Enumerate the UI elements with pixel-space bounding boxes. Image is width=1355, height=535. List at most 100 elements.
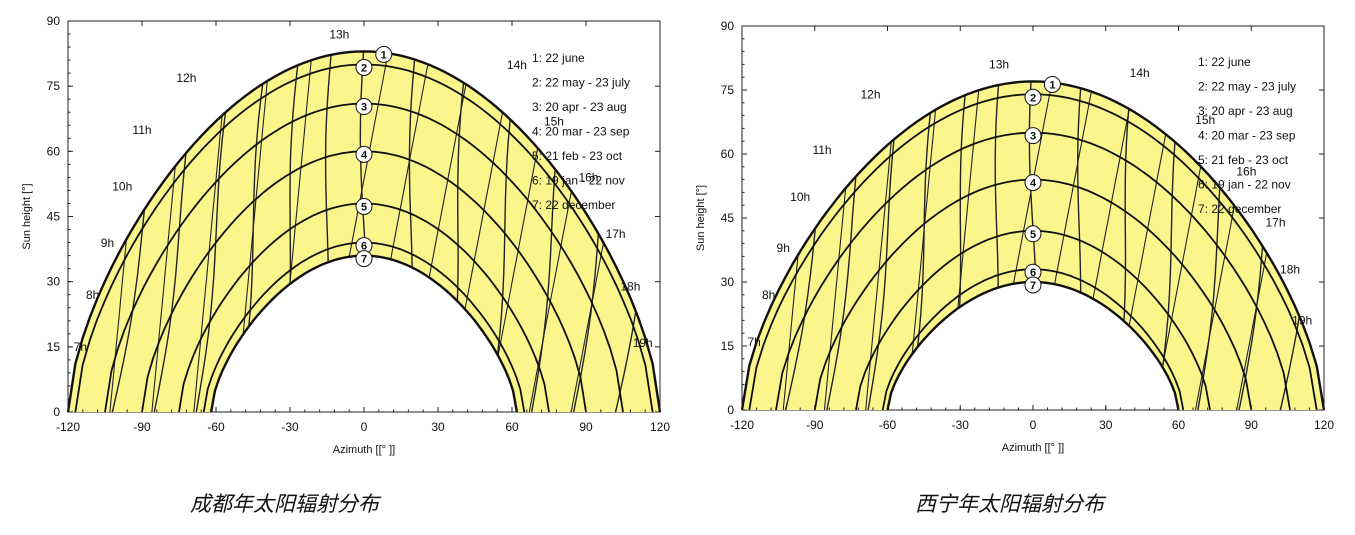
- series-marker-1: [1043, 75, 1061, 93]
- y-axis-title: Sun height [°]: [21, 183, 33, 249]
- hour-label: 15h: [544, 114, 564, 128]
- series-marker-5: [355, 197, 373, 215]
- series-marker-label: 2: [361, 62, 367, 74]
- caption-xining: 西宁年太阳辐射分布: [915, 492, 1104, 516]
- series-marker-label: 5: [361, 201, 367, 213]
- x-tick-label: 30: [1099, 418, 1113, 432]
- series-marker-4: [355, 145, 373, 163]
- series-marker-2: [1024, 88, 1042, 106]
- series-marker-label: 5: [1030, 229, 1036, 241]
- hour-label: 9h: [101, 236, 114, 250]
- legend-entry: 3: 20 apr - 23 aug: [532, 100, 627, 114]
- hour-label: 8h: [762, 288, 775, 302]
- x-tick-label: -90: [806, 418, 824, 432]
- x-axis-title: Azimuth [[° ]]: [333, 444, 395, 456]
- x-tick-label: 30: [431, 420, 445, 434]
- x-tick-label: 90: [1245, 418, 1259, 432]
- x-tick-label: 60: [505, 420, 519, 434]
- hour-label: 17h: [606, 227, 626, 241]
- x-tick-label: 120: [650, 420, 670, 434]
- hour-label: 9h: [777, 241, 790, 255]
- legend-entry: 7: 22 december: [1198, 202, 1281, 216]
- legend-entry: 1: 22 june: [1198, 55, 1251, 69]
- series-marker-label: 6: [1030, 267, 1036, 279]
- series-marker-7: [1024, 276, 1042, 294]
- series-marker-label: 1: [381, 49, 387, 61]
- x-tick-label: -60: [207, 420, 225, 434]
- legend-entry: 2: 22 may - 23 july: [532, 76, 630, 90]
- hour-label: 7h: [74, 340, 87, 354]
- series-marker-label: 4: [1030, 178, 1037, 190]
- legend-entry: 1: 22 june: [532, 51, 585, 65]
- legend-entry: 6: 19 jan - 22 nov: [1198, 178, 1291, 192]
- y-tick-label: 15: [47, 340, 61, 354]
- series-marker-4: [1024, 174, 1042, 192]
- legend-entry: 6: 19 jan - 22 nov: [532, 174, 625, 188]
- y-tick-label: 30: [47, 275, 61, 289]
- hour-label: 18h: [1280, 262, 1300, 276]
- series-line-1: [740, 80, 1326, 411]
- x-tick-label: 0: [361, 420, 368, 434]
- hour-label: 12h: [176, 71, 196, 85]
- legend-entry: 4: 20 mar - 23 sep: [532, 125, 630, 139]
- series-marker-1: [375, 45, 393, 63]
- series-line-1: [66, 50, 662, 413]
- caption-chengdu: 成都年太阳辐射分布: [190, 492, 379, 516]
- x-tick-label: 60: [1172, 418, 1186, 432]
- hour-label: 12h: [861, 88, 881, 102]
- x-tick-label: -30: [952, 418, 970, 432]
- series-marker-label: 3: [1030, 131, 1036, 143]
- legend-entry: 2: 22 may - 23 july: [1198, 80, 1296, 94]
- hour-label: 16h: [1236, 164, 1256, 178]
- series-marker-label: 3: [361, 102, 367, 114]
- legend-entry: 5: 21 feb - 23 oct: [1198, 153, 1289, 167]
- y-tick-label: 45: [721, 211, 735, 225]
- hour-label: 14h: [1130, 66, 1150, 80]
- hour-label: 10h: [112, 179, 132, 193]
- y-tick-label: 75: [721, 83, 735, 97]
- x-axis-title: Azimuth [[° ]]: [1002, 442, 1064, 454]
- hour-label: 17h: [1265, 216, 1285, 230]
- series-marker-7: [355, 250, 373, 268]
- hour-label: 11h: [812, 143, 831, 157]
- series-marker-label: 1: [1049, 79, 1055, 91]
- x-tick-label: -30: [281, 420, 299, 434]
- series-marker-label: 2: [1030, 92, 1036, 104]
- hour-label: 18h: [620, 279, 640, 293]
- legend-entry: 5: 21 feb - 23 oct: [532, 149, 623, 163]
- y-tick-label: 30: [721, 275, 735, 289]
- hour-label: 15h: [1195, 113, 1215, 127]
- y-tick-label: 60: [721, 147, 735, 161]
- series-marker-label: 6: [361, 241, 367, 253]
- y-tick-label: 0: [727, 403, 734, 417]
- x-tick-label: 0: [1030, 418, 1037, 432]
- hour-label: 11h: [132, 123, 151, 137]
- series-marker-2: [355, 58, 373, 76]
- y-tick-label: 90: [721, 19, 735, 33]
- legend-entry: 7: 22 december: [532, 198, 615, 212]
- x-tick-label: -120: [730, 418, 754, 432]
- y-axis-title: Sun height [°]: [695, 185, 707, 251]
- hour-label: 10h: [790, 190, 810, 204]
- hour-label: 7h: [747, 335, 760, 349]
- hour-label: 19h: [1292, 314, 1312, 328]
- legend-entry: 3: 20 apr - 23 aug: [1198, 104, 1293, 118]
- hour-label: 13h: [989, 58, 1009, 72]
- x-tick-label: -120: [56, 420, 80, 434]
- y-tick-label: 60: [47, 144, 61, 158]
- hour-label: 13h: [329, 27, 349, 41]
- hour-label: 8h: [86, 288, 99, 302]
- y-tick-label: 0: [53, 405, 60, 419]
- x-tick-label: 120: [1314, 418, 1334, 432]
- series-marker-label: 7: [1030, 280, 1036, 292]
- hour-label: 14h: [507, 58, 527, 72]
- y-tick-label: 45: [47, 210, 61, 224]
- y-tick-label: 15: [721, 339, 735, 353]
- series-marker-label: 7: [361, 254, 367, 266]
- series-marker-3: [355, 98, 373, 116]
- y-tick-label: 90: [47, 14, 61, 28]
- y-tick-label: 75: [47, 79, 61, 93]
- series-marker-5: [1024, 225, 1042, 243]
